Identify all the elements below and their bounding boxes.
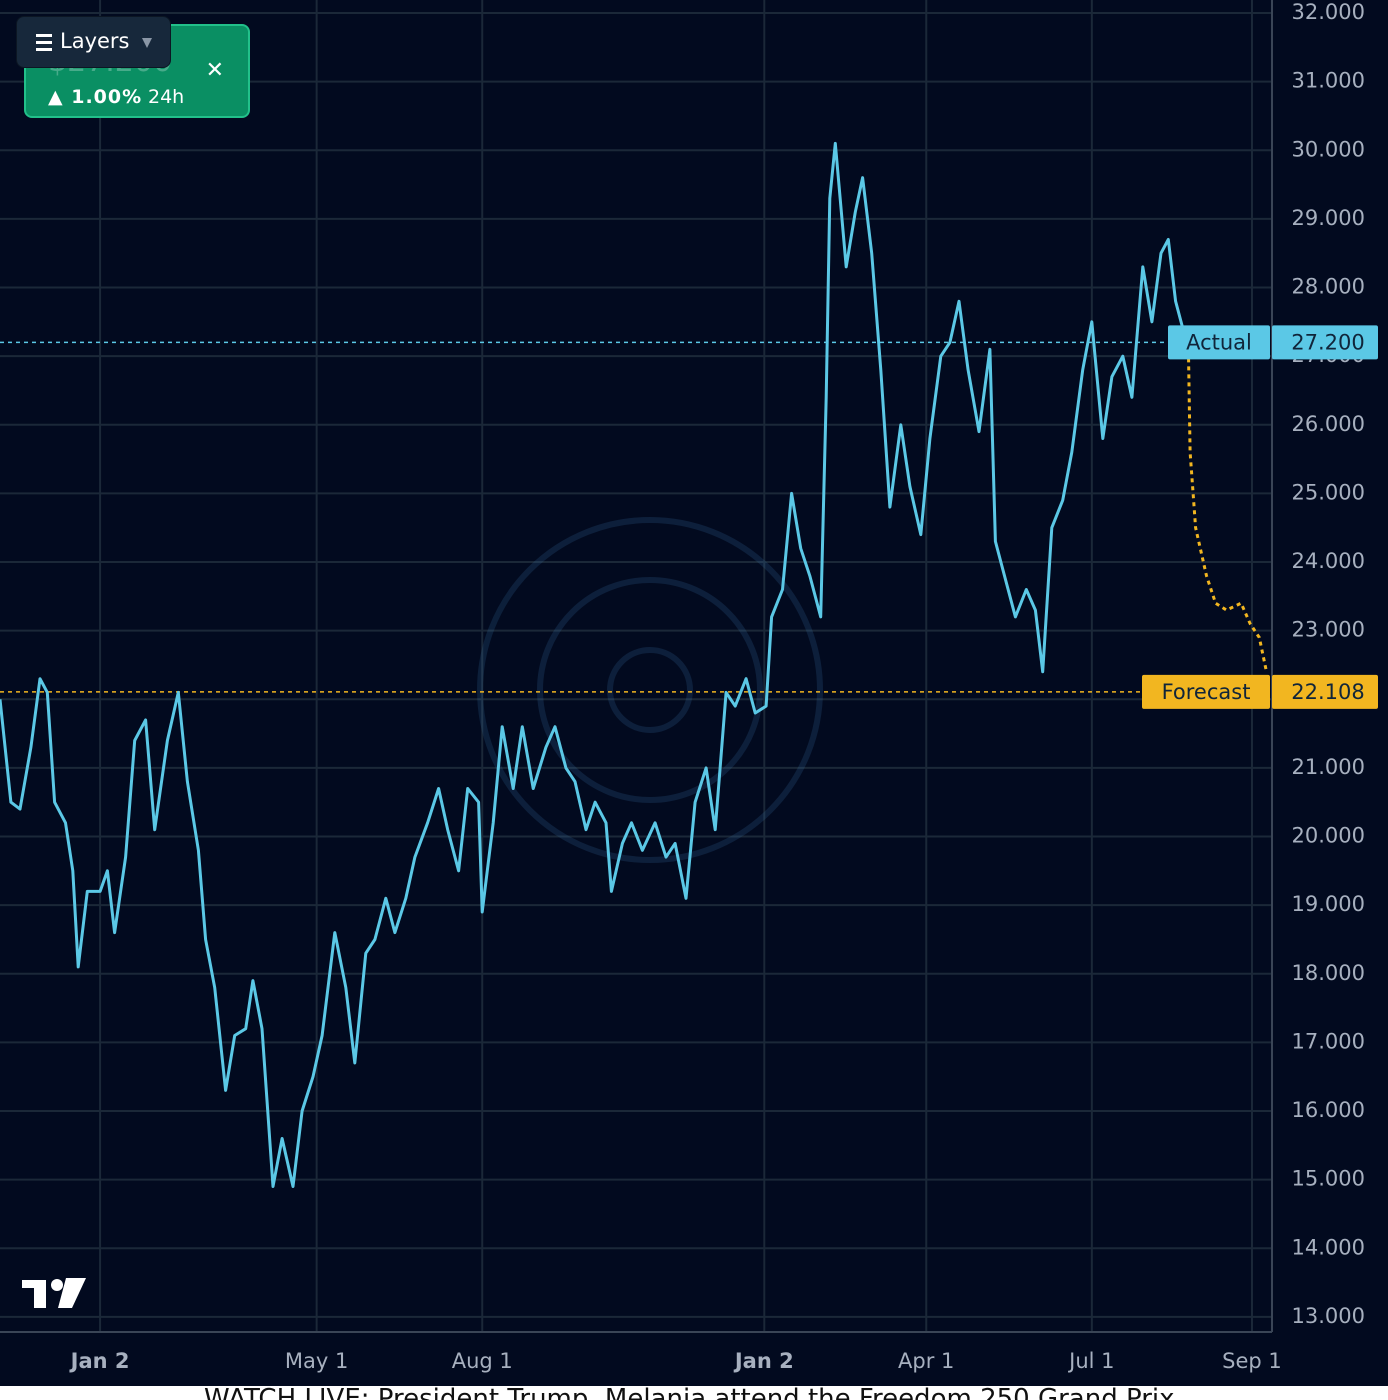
y-tick-label: 14.000 xyxy=(1292,1235,1365,1259)
watermark xyxy=(477,517,823,863)
y-tick-label: 19.000 xyxy=(1292,892,1365,916)
y-tick-label: 20.000 xyxy=(1292,824,1365,848)
y-tick-label: 28.000 xyxy=(1292,275,1365,299)
reference-value-box xyxy=(1272,674,1378,709)
x-tick-label: Jul 1 xyxy=(1067,1349,1114,1373)
reference-value: 27.200 xyxy=(1291,330,1364,354)
y-tick-label: 18.000 xyxy=(1292,961,1365,985)
tv-logo xyxy=(22,1278,86,1308)
reference-value-box xyxy=(1272,325,1378,360)
x-tick-label: Jan 2 xyxy=(69,1349,130,1373)
y-tick-label: 17.000 xyxy=(1292,1029,1365,1053)
y-tick-label: 30.000 xyxy=(1292,137,1365,161)
y-tick-label: 25.000 xyxy=(1292,480,1365,504)
x-tick-label: Aug 1 xyxy=(452,1349,513,1373)
reference-name-box xyxy=(1168,325,1270,360)
layers-label: Layers xyxy=(60,29,130,53)
reference-name-box xyxy=(1142,674,1270,709)
x-tick-label: Sep 1 xyxy=(1222,1349,1282,1373)
y-tick-label: 29.000 xyxy=(1292,206,1365,230)
reference-name: Forecast xyxy=(1162,680,1251,704)
y-tick-label: 23.000 xyxy=(1292,618,1365,642)
y-tick-label: 15.000 xyxy=(1292,1167,1365,1191)
price-change: ▲ 1.00% xyxy=(48,86,143,108)
reference-value: 22.108 xyxy=(1291,680,1364,704)
y-tick-label: 21.000 xyxy=(1292,755,1365,779)
grid xyxy=(0,0,1272,1332)
plot xyxy=(0,141,1272,1188)
reference-name: Actual xyxy=(1186,330,1252,354)
x-tick-label: May 1 xyxy=(285,1349,348,1373)
ticker-text: WATCH LIVE: President Trump, Melania att… xyxy=(204,1386,1175,1400)
news-ticker[interactable]: WATCH LIVE: President Trump, Melania att… xyxy=(0,1386,1388,1400)
y-tick-label: 31.000 xyxy=(1292,69,1365,93)
series-line xyxy=(0,141,1188,1188)
y-tick-label: 26.000 xyxy=(1292,412,1365,436)
period: 24h xyxy=(148,86,185,108)
y-tick-label: 24.000 xyxy=(1292,549,1365,573)
x-tick-label: Apr 1 xyxy=(898,1349,954,1373)
y-tick-label: 13.000 xyxy=(1292,1304,1365,1328)
layers-button[interactable]: Layers xyxy=(16,16,171,68)
y-tick-label: 16.000 xyxy=(1292,1098,1365,1122)
layers-icons xyxy=(36,34,152,51)
x-tick-label: Jan 2 xyxy=(733,1349,794,1373)
series-line xyxy=(1186,342,1268,673)
y-tick-label: 32.000 xyxy=(1292,0,1365,24)
close-button[interactable]: ✕ xyxy=(205,58,224,83)
